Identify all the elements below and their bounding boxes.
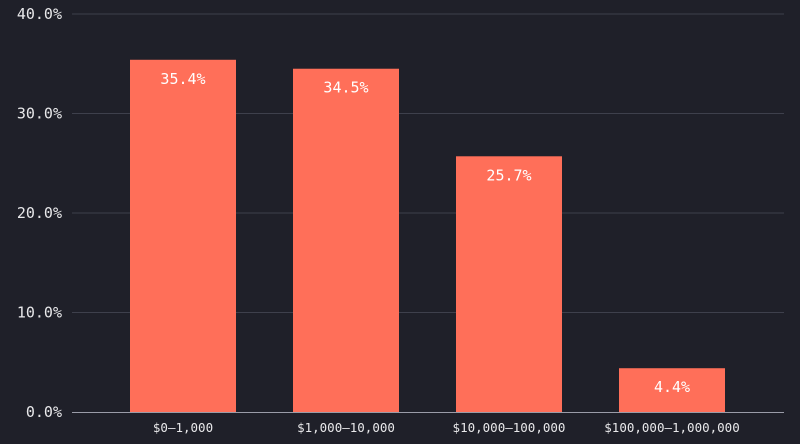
y-tick-label: 40.0% (17, 5, 62, 23)
bar (130, 59, 236, 413)
y-tick-label: 10.0% (17, 304, 62, 322)
bar-value-label: 35.4% (160, 70, 205, 88)
x-axis-category-labels: $0–1,000 $1,000–10,000 $10,000–100,000 $100… (153, 420, 740, 435)
bar-value-label: 25.7% (486, 166, 531, 184)
y-axis-tick-labels: 0.0% 10.0% 20.0% 30.0% 40.0% (17, 5, 62, 421)
bar (456, 156, 562, 412)
x-tick-label: $0–1,000 (153, 420, 213, 435)
x-tick-label: $10,000–100,000 (453, 420, 566, 435)
x-tick-label: $100,000–1,000,000 (604, 420, 739, 435)
bar-value-labels: 35.4% 34.5% 25.7% 4.4% (160, 70, 690, 396)
bars (130, 59, 725, 413)
y-tick-label: 30.0% (17, 105, 62, 123)
x-tick-label: $1,000–10,000 (297, 420, 395, 435)
y-tick-label: 20.0% (17, 204, 62, 222)
bar-value-label: 4.4% (654, 378, 690, 396)
y-tick-label: 0.0% (26, 403, 62, 421)
bar (293, 68, 399, 412)
bar-value-label: 34.5% (323, 79, 368, 97)
bar (619, 368, 725, 412)
